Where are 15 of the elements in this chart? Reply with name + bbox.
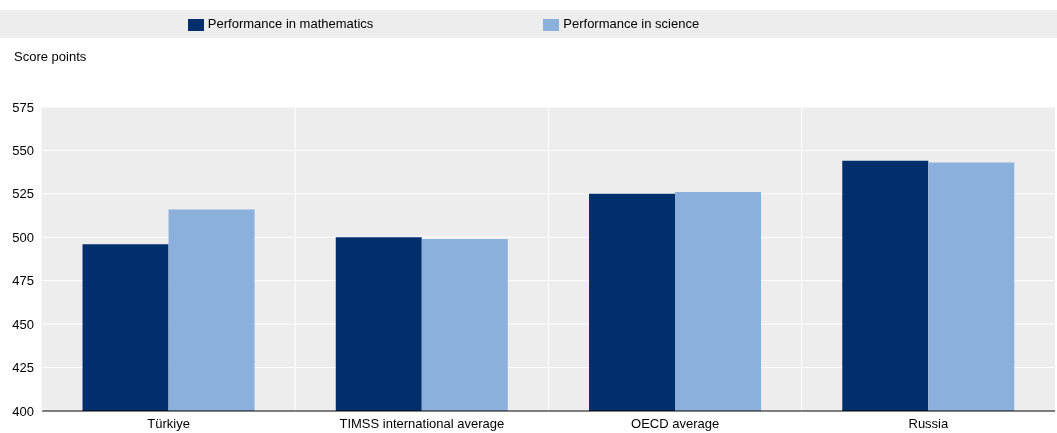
y-tick-label: 450 bbox=[12, 316, 34, 332]
y-tick-label: 575 bbox=[12, 99, 34, 115]
y-axis-title: Score points bbox=[14, 49, 87, 64]
y-tick-label: 425 bbox=[12, 360, 34, 376]
y-tick-label: 500 bbox=[12, 229, 34, 245]
y-tick-label: 550 bbox=[12, 143, 34, 159]
y-tick-label: 475 bbox=[12, 273, 34, 289]
x-tick-label: TIMSS international average bbox=[339, 416, 505, 432]
y-tick-label: 400 bbox=[12, 403, 34, 419]
x-tick-label: Russia bbox=[908, 416, 950, 432]
x-tick-label: OECD average bbox=[631, 416, 720, 432]
x-tick-label: Türkiye bbox=[147, 416, 190, 432]
y-tick-label: 525 bbox=[12, 186, 34, 202]
legend-label: Performance in science bbox=[563, 16, 700, 31]
legend-label: Performance in mathematics bbox=[207, 16, 374, 31]
